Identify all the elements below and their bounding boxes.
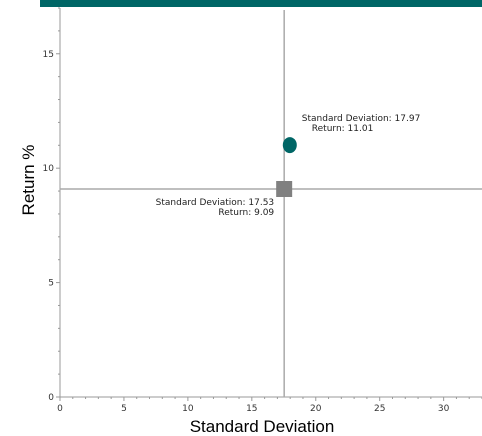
point-label-line1: Standard Deviation: 17.97 xyxy=(302,114,421,124)
x-tick-label: 5 xyxy=(121,404,127,414)
data-point-square xyxy=(276,180,293,197)
y-axis-title: Return % xyxy=(19,145,38,216)
data-point-circle xyxy=(282,137,297,154)
x-tick-label: 0 xyxy=(57,404,63,414)
point-label-line2: Return: 11.01 xyxy=(312,124,374,134)
y-tick-label: 10 xyxy=(43,164,55,174)
x-tick-label: 30 xyxy=(438,404,450,414)
y-tick-label: 15 xyxy=(43,50,54,60)
point-label-line2: Return: 9.09 xyxy=(218,208,274,218)
y-tick-label: 0 xyxy=(48,393,54,403)
x-tick-label: 10 xyxy=(182,404,194,414)
y-tick-label: 5 xyxy=(48,279,54,289)
x-tick-label: 20 xyxy=(310,404,322,414)
top-bar xyxy=(40,0,482,7)
x-axis-title: Standard Deviation xyxy=(190,417,335,436)
point-label-line1: Standard Deviation: 17.53 xyxy=(156,198,275,208)
x-tick-label: 25 xyxy=(374,404,385,414)
x-tick-label: 15 xyxy=(246,404,257,414)
